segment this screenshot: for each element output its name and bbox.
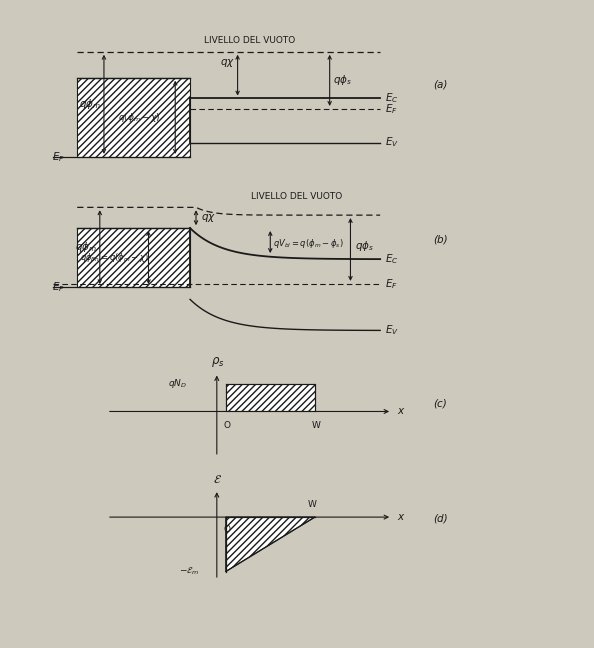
Bar: [226, 384, 315, 411]
Text: $E_F$: $E_F$: [52, 150, 65, 164]
Text: (d): (d): [434, 513, 448, 524]
Text: $q\chi$: $q\chi$: [201, 212, 216, 224]
Text: $\rho_s$: $\rho_s$: [211, 355, 225, 369]
Text: $E_F$: $E_F$: [52, 280, 65, 294]
Text: $E_C$: $E_C$: [385, 91, 399, 106]
Polygon shape: [226, 517, 315, 572]
Bar: [77, 78, 190, 157]
Text: $x$: $x$: [397, 406, 405, 417]
Text: W: W: [308, 500, 316, 509]
Text: $E_C$: $E_C$: [385, 252, 399, 266]
Text: $\mathcal{E}$: $\mathcal{E}$: [213, 473, 223, 486]
Text: $E_V$: $E_V$: [385, 323, 399, 338]
Text: W: W: [312, 421, 320, 430]
Text: (a): (a): [434, 79, 448, 89]
Text: $q(\phi_m-\chi)$: $q(\phi_m-\chi)$: [118, 111, 161, 124]
Text: LIVELLO DEL VUOTO: LIVELLO DEL VUOTO: [204, 36, 295, 45]
Text: $q\phi_{Bn}=q(\phi_m-\chi)$: $q\phi_{Bn}=q(\phi_m-\chi)$: [80, 251, 149, 264]
Bar: [77, 228, 190, 287]
Text: $-\mathcal{E}_m$: $-\mathcal{E}_m$: [179, 566, 199, 577]
Text: $x$: $x$: [397, 512, 405, 522]
Text: (c): (c): [434, 398, 447, 408]
Text: $q\phi_m$: $q\phi_m$: [75, 240, 97, 254]
Text: O: O: [223, 421, 230, 430]
Text: $q\chi$: $q\chi$: [220, 56, 235, 69]
Text: $qV_{bl}=q(\phi_m-\phi_s)$: $qV_{bl}=q(\phi_m-\phi_s)$: [273, 237, 344, 250]
Text: $qN_D$: $qN_D$: [168, 377, 187, 390]
Text: O: O: [223, 525, 230, 534]
Bar: [77, 78, 190, 157]
Bar: [226, 384, 315, 411]
Text: (b): (b): [434, 235, 448, 245]
Text: $E_F$: $E_F$: [385, 102, 398, 116]
Bar: [77, 228, 190, 287]
Text: $q\phi_s$: $q\phi_s$: [333, 73, 352, 87]
Text: $E_V$: $E_V$: [385, 135, 399, 150]
Text: $q\phi_s$: $q\phi_s$: [355, 238, 374, 253]
Text: $E_F$: $E_F$: [385, 277, 398, 291]
Text: LIVELLO DEL VUOTO: LIVELLO DEL VUOTO: [251, 192, 343, 201]
Text: $q\phi_m$: $q\phi_m$: [79, 97, 101, 111]
